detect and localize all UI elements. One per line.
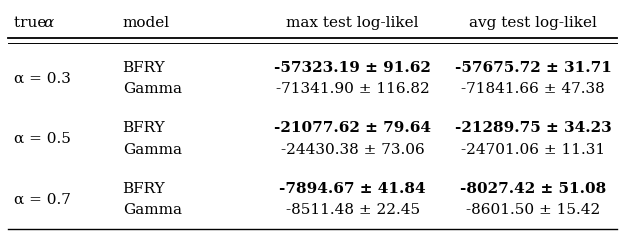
Text: α = 0.3: α = 0.3	[14, 72, 71, 85]
Text: Gamma: Gamma	[123, 203, 181, 217]
Text: -24430.38 ± 73.06: -24430.38 ± 73.06	[281, 143, 425, 157]
Text: max test log-likel: max test log-likel	[286, 16, 419, 30]
Text: -8511.48 ± 22.45: -8511.48 ± 22.45	[286, 203, 420, 217]
Text: Gamma: Gamma	[123, 143, 181, 157]
Text: α = 0.5: α = 0.5	[14, 132, 71, 146]
Text: -57323.19 ± 91.62: -57323.19 ± 91.62	[274, 61, 431, 75]
Text: Gamma: Gamma	[123, 82, 181, 96]
Text: -8027.42 ± 51.08: -8027.42 ± 51.08	[460, 182, 606, 196]
Text: model: model	[123, 16, 170, 30]
Text: -8601.50 ± 15.42: -8601.50 ± 15.42	[466, 203, 600, 217]
Text: BFRY: BFRY	[123, 61, 165, 75]
Text: α: α	[44, 16, 54, 30]
Text: -21077.62 ± 79.64: -21077.62 ± 79.64	[274, 121, 431, 135]
Text: -57675.72 ± 31.71: -57675.72 ± 31.71	[454, 61, 612, 75]
Text: -24701.06 ± 11.31: -24701.06 ± 11.31	[461, 143, 605, 157]
Text: BFRY: BFRY	[123, 182, 165, 196]
Text: avg test log-likel: avg test log-likel	[469, 16, 597, 30]
Text: -71341.90 ± 116.82: -71341.90 ± 116.82	[276, 82, 430, 96]
Text: -71841.66 ± 47.38: -71841.66 ± 47.38	[461, 82, 605, 96]
Text: BFRY: BFRY	[123, 121, 165, 135]
Text: -7894.67 ± 41.84: -7894.67 ± 41.84	[279, 182, 426, 196]
Text: true: true	[14, 16, 51, 30]
Text: α = 0.7: α = 0.7	[14, 192, 71, 206]
Text: -21289.75 ± 34.23: -21289.75 ± 34.23	[454, 121, 611, 135]
